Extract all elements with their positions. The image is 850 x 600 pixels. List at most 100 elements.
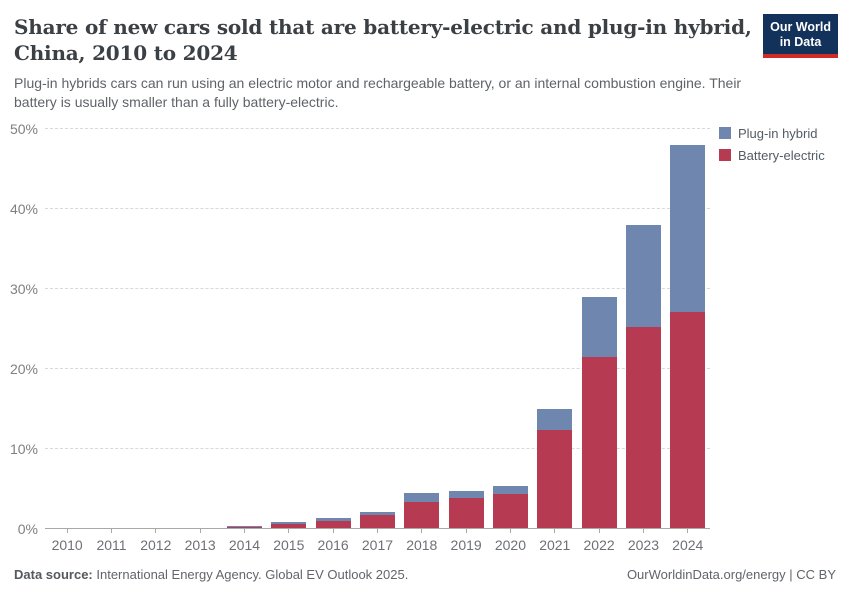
gridline-10 [45,447,710,449]
credit-link[interactable]: OurWorldinData.org/energy | CC BY [626,566,836,582]
bar-slot-2014 [222,129,266,529]
bar-segment-2018-battery-electric[interactable] [404,501,440,529]
x-tick-label-2015: 2015 [273,536,305,553]
bar-segment-2015-battery-electric[interactable] [271,524,307,529]
x-cell-2022: 2022 [577,528,621,553]
x-tick-label-2016: 2016 [317,536,349,553]
data-source-note: Data source: International Energy Agency… [14,567,408,582]
y-tick-label-10: 10% [9,440,38,457]
x-tick-2017 [376,528,378,533]
y-tick-label-50: 50% [9,120,38,137]
legend-swatch-plug-in-hybrid [719,127,731,140]
bar-slot-2018 [400,129,444,529]
bar-2018[interactable] [404,492,440,529]
bar-slot-2013 [178,129,222,529]
x-cell-2016: 2016 [311,528,355,553]
x-tick-label-2018: 2018 [406,536,438,553]
data-source-text: International Energy Agency. Global EV O… [92,566,409,582]
gridline-50 [45,127,710,129]
x-cell-2013: 2013 [178,528,222,553]
x-cell-2011: 2011 [89,528,133,553]
bar-segment-2023-battery-electric[interactable] [625,327,661,529]
bar-slot-2020 [488,129,532,529]
legend-item-battery-electric[interactable]: Battery-electric [719,148,850,163]
x-cell-2015: 2015 [267,528,311,553]
x-tick-label-2011: 2011 [96,536,127,553]
x-cell-2019: 2019 [444,528,488,553]
bar-slot-2024 [666,129,710,529]
bar-segment-2022-battery-electric[interactable] [581,356,617,529]
x-cell-2014: 2014 [222,528,266,553]
x-axis-line [45,527,710,529]
x-tick-2013 [199,528,201,533]
gridline-20 [45,367,710,369]
bar-2022[interactable] [581,296,617,529]
x-cell-2018: 2018 [400,528,444,553]
bar-segment-2024-plug-in-hybrid[interactable] [670,144,706,313]
header: Share of new cars sold that are battery-… [14,14,838,113]
x-tick-2011 [110,528,112,533]
gridline-40 [45,207,710,209]
data-source-label: Data source: [14,566,93,582]
bar-2024[interactable] [670,144,706,529]
bar-2020[interactable] [492,485,528,529]
bar-segment-2017-plug-in-hybrid[interactable] [359,512,395,516]
x-tick-label-2013: 2013 [184,536,216,553]
x-tick-2015 [288,528,290,533]
bar-2019[interactable] [448,490,484,529]
x-cell-2012: 2012 [134,528,178,553]
bar-segment-2015-plug-in-hybrid[interactable] [271,522,307,525]
x-tick-label-2010: 2010 [51,536,83,553]
x-tick-2016 [332,528,334,533]
bar-2023[interactable] [625,224,661,529]
bar-slot-2012 [134,129,178,529]
bar-segment-2021-plug-in-hybrid[interactable] [537,408,573,430]
x-tick-label-2022: 2022 [583,536,615,553]
x-tick-2021 [554,528,556,533]
bar-2021[interactable] [537,408,573,529]
chart-area: Plug-in hybrid Battery-electric 0% 10% 20% 3… [10,121,838,553]
legend-label-battery-electric: Battery-electric [738,147,825,163]
page-title-line1: Share of new cars sold that are battery-… [14,15,752,39]
bar-segment-2017-battery-electric[interactable] [359,515,395,529]
y-tick-label-0: 0% [17,520,38,537]
bar-segment-2019-battery-electric[interactable] [448,497,484,529]
x-tick-label-2012: 2012 [140,536,172,553]
bar-segment-2014-plug-in-hybrid[interactable] [226,526,262,527]
bar-slot-2021 [533,129,577,529]
bar-slot-2019 [444,129,488,529]
bar-2016[interactable] [315,517,351,529]
bar-segment-2020-battery-electric[interactable] [492,493,528,529]
x-tick-2019 [465,528,467,533]
page-title-line2: China, 2010 to 2024 [14,41,238,66]
x-tick-2022 [598,528,600,533]
x-tick-label-2019: 2019 [450,536,482,553]
bar-segment-2016-plug-in-hybrid[interactable] [315,517,351,521]
x-tick-label-2017: 2017 [361,536,394,553]
chart-legend: Plug-in hybrid Battery-electric [719,126,850,170]
bar-segment-2023-plug-in-hybrid[interactable] [625,224,661,328]
bar-2017[interactable] [359,512,395,529]
page-title: Share of new cars sold that are battery-… [14,14,763,67]
bar-slot-2010 [45,129,89,529]
x-tick-2024 [687,528,689,533]
owid-logo-line2: in Data [779,34,822,49]
x-axis: 2010 2011 2012 2013 2014 2015 2016 2017 2018 2019… [45,528,710,553]
x-tick-2018 [421,528,423,533]
bar-segment-2018-plug-in-hybrid[interactable] [404,492,440,502]
x-tick-2012 [155,528,157,533]
bar-segment-2016-battery-electric[interactable] [315,520,351,529]
owid-logo[interactable]: Our World in Data [763,14,838,58]
bar-segment-2019-plug-in-hybrid[interactable] [448,490,484,498]
bar-segment-2020-plug-in-hybrid[interactable] [492,485,528,494]
legend-item-plug-in-hybrid[interactable]: Plug-in hybrid [719,126,850,141]
bar-segment-2024-battery-electric[interactable] [670,312,706,529]
bar-segment-2021-battery-electric[interactable] [537,429,573,529]
bar-segment-2022-plug-in-hybrid[interactable] [581,296,617,357]
bar-2015[interactable] [271,522,307,529]
x-tick-label-2020: 2020 [494,536,527,553]
x-tick-2014 [243,528,245,533]
x-cell-2021: 2021 [533,528,577,553]
y-tick-label-20: 20% [9,360,38,377]
x-tick-label-2024: 2024 [672,536,704,553]
